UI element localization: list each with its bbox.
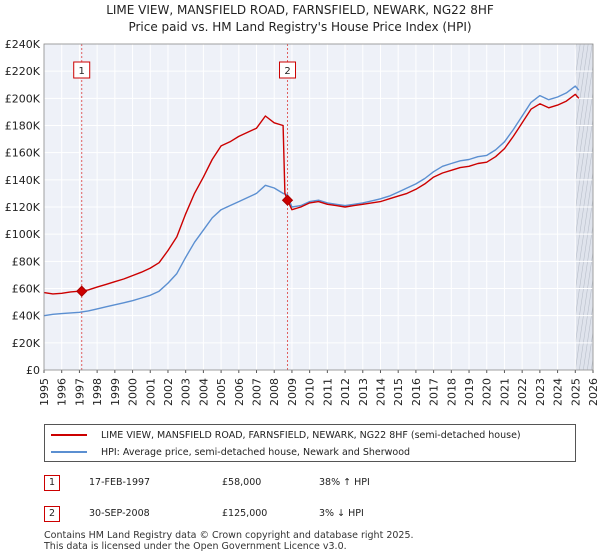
y-tick-label: £180K [5, 120, 41, 133]
legend-item-property: LIME VIEW, MANSFIELD ROAD, FARNSFIELD, N… [51, 427, 521, 443]
sale-hpi-change: 38% ↑ HPI [319, 477, 370, 488]
x-tick-label: 2022 [516, 378, 529, 406]
x-tick-label: 1998 [91, 378, 104, 406]
sale-hpi-change: 3% ↓ HPI [319, 508, 364, 519]
sale-number-label: 1 [79, 66, 85, 77]
sale-point [76, 285, 88, 297]
x-tick-label: 2011 [321, 378, 334, 406]
sale-number-box [279, 61, 297, 79]
series-line-hpi [43, 85, 580, 317]
footer-line-copyright: Contains HM Land Registry data © Crown c… [44, 530, 414, 541]
x-tick-label: 2024 [552, 378, 565, 406]
chart-title-block: LIME VIEW, MANSFIELD ROAD, FARNSFIELD, N… [0, 2, 600, 36]
x-tick-label: 1996 [56, 378, 69, 406]
x-tick-label: 2010 [304, 378, 317, 406]
x-tick-label: 2009 [286, 378, 299, 406]
x-tick-label: 2004 [197, 378, 210, 406]
legend-label-property: LIME VIEW, MANSFIELD ROAD, FARNSFIELD, N… [101, 429, 521, 441]
sale-date: 30-SEP-2008 [89, 508, 150, 519]
x-tick-label: 2012 [339, 378, 352, 406]
y-tick-label: £160K [5, 147, 41, 160]
x-tick-label: 2020 [481, 378, 494, 406]
y-tick-label: £20K [12, 337, 41, 350]
sale-number-badge: 2 [44, 506, 60, 522]
sale-date: 17-FEB-1997 [89, 477, 151, 488]
legend-swatch-hpi [51, 451, 87, 453]
x-tick-label: 2018 [445, 378, 458, 406]
sale-price: £125,000 [222, 508, 268, 519]
sale-number-badge: 1 [44, 475, 60, 491]
y-tick-label: £80K [12, 255, 41, 268]
sale-number-box [73, 61, 91, 79]
legend-item-hpi: HPI: Average price, semi-detached house,… [51, 444, 410, 460]
sale-price: £58,000 [222, 477, 262, 488]
x-tick-label: 2026 [587, 378, 600, 406]
chart-legend: LIME VIEW, MANSFIELD ROAD, FARNSFIELD, N… [44, 424, 576, 462]
y-tick-label: £0 [26, 364, 40, 377]
x-tick-label: 2005 [215, 378, 228, 406]
footer-attribution: Contains HM Land Registry data © Crown c… [44, 530, 414, 552]
y-tick-label: £200K [5, 92, 41, 105]
x-tick-label: 2006 [233, 378, 246, 406]
x-tick-label: 1999 [109, 378, 122, 406]
x-tick-label: 1995 [38, 378, 51, 406]
y-tick-label: £40K [12, 310, 41, 323]
x-tick-label: 2002 [162, 378, 175, 406]
x-tick-label: 2003 [180, 378, 193, 406]
x-tick-label: 2025 [569, 378, 582, 406]
x-tick-label: 2000 [127, 378, 140, 406]
footer-line-licence: This data is licensed under the Open Gov… [44, 541, 347, 552]
x-tick-label: 2008 [268, 378, 281, 406]
y-tick-label: £240K [5, 38, 41, 51]
x-tick-label: 2021 [498, 378, 511, 406]
chart-subtitle: Price paid vs. HM Land Registry's House … [128, 20, 472, 34]
x-tick-label: 2001 [144, 378, 157, 406]
x-tick-label: 2017 [428, 378, 441, 406]
x-tick-label: 2014 [374, 378, 387, 406]
y-tick-label: £220K [5, 65, 41, 78]
legend-label-hpi: HPI: Average price, semi-detached house,… [101, 446, 411, 458]
series-line-property [43, 93, 580, 295]
x-tick-label: 2013 [357, 378, 370, 406]
y-tick-label: £120K [5, 201, 41, 214]
future-hatch-line [595, 44, 600, 370]
x-tick-label: 2015 [392, 378, 405, 406]
x-tick-label: 1997 [73, 378, 86, 406]
y-tick-label: £100K [5, 228, 41, 241]
sale-point [281, 194, 294, 206]
price-chart: £0 £20K £40K £60K £80K £100K £120K £140K £160K £1… [5, 38, 600, 406]
x-tick-label: 2007 [251, 378, 264, 406]
sale-number-label: 2 [284, 66, 290, 77]
y-tick-label: £140K [5, 174, 41, 187]
chart-title: LIME VIEW, MANSFIELD ROAD, FARNSFIELD, N… [106, 3, 494, 17]
x-tick-label: 2016 [410, 378, 423, 406]
x-tick-label: 2023 [534, 378, 547, 406]
x-tick-label: 2019 [463, 378, 476, 406]
y-tick-label: £60K [12, 283, 41, 296]
legend-swatch-property [51, 434, 87, 436]
plot-border [43, 43, 594, 371]
